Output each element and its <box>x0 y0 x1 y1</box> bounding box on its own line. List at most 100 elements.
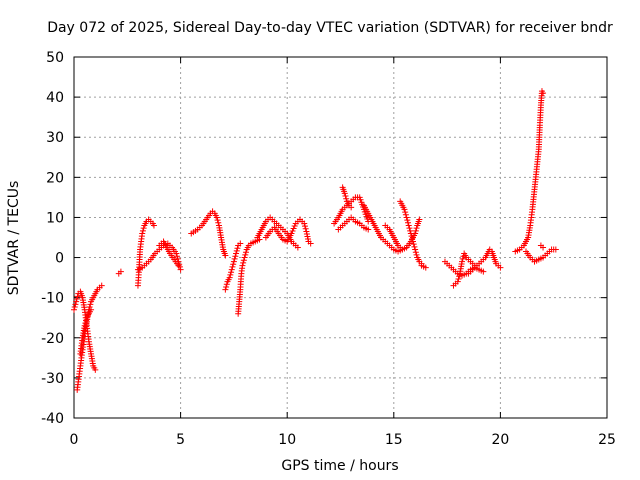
data-point <box>230 258 237 265</box>
data-marks <box>71 88 559 393</box>
data-point <box>291 222 298 229</box>
data-point <box>407 230 414 237</box>
y-tick-label: 0 <box>55 251 64 267</box>
data-point <box>227 271 234 278</box>
data-point <box>413 225 420 232</box>
data-point <box>241 254 248 261</box>
x-tick-label: 10 <box>278 432 296 448</box>
y-tick-label: -30 <box>41 371 64 387</box>
data-point <box>407 227 414 234</box>
data-point <box>412 246 419 253</box>
x-tick-label: 20 <box>491 432 509 448</box>
data-point <box>228 269 235 276</box>
data-point <box>365 226 372 233</box>
x-tick-label: 25 <box>598 432 616 448</box>
data-point <box>411 243 418 250</box>
data-point <box>88 306 95 313</box>
data-point <box>303 228 310 235</box>
data-point <box>223 281 230 288</box>
data-point <box>422 264 429 271</box>
data-point <box>234 245 241 252</box>
y-tick-label: 20 <box>46 170 64 186</box>
data-point <box>307 240 314 247</box>
data-point <box>71 306 77 313</box>
data-point <box>290 225 297 232</box>
data-point <box>215 219 222 226</box>
data-point <box>231 255 238 262</box>
data-point <box>214 217 221 224</box>
data-point <box>73 298 80 305</box>
data-point <box>416 216 423 223</box>
data-point <box>232 253 239 260</box>
data-point <box>552 246 559 253</box>
data-point <box>409 238 416 245</box>
data-point <box>459 258 466 265</box>
plot-frame <box>73 56 608 419</box>
data-point <box>228 266 235 273</box>
data-point <box>403 214 410 221</box>
data-point <box>341 190 348 197</box>
data-point <box>229 263 236 270</box>
data-point <box>140 225 147 232</box>
data-point <box>150 222 157 229</box>
data-point <box>288 230 295 237</box>
y-tick-label: -20 <box>41 331 64 347</box>
data-point <box>139 227 146 234</box>
data-point <box>222 286 229 293</box>
data-point <box>174 253 181 260</box>
data-point <box>230 261 237 268</box>
data-point <box>294 244 301 251</box>
data-point <box>176 263 183 270</box>
data-point <box>409 235 416 242</box>
data-point <box>455 275 462 282</box>
data-point <box>92 366 99 373</box>
x-tick-label: 5 <box>176 432 185 448</box>
data-point <box>301 223 308 230</box>
x-tick-label: 0 <box>70 432 79 448</box>
data-point <box>117 268 124 275</box>
chart-title: Day 072 of 2025, Sidereal Day-to-day VTE… <box>47 20 613 36</box>
data-point <box>410 241 417 248</box>
y-tick-label: 10 <box>46 210 64 226</box>
data-point <box>173 250 180 257</box>
data-point <box>302 225 309 232</box>
data-point <box>402 209 409 216</box>
data-point <box>497 264 504 271</box>
data-point <box>401 206 408 213</box>
data-point <box>71 304 78 311</box>
data-point <box>223 283 230 290</box>
data-point <box>226 274 233 281</box>
data-point <box>456 273 463 280</box>
data-point <box>175 262 182 269</box>
data-point <box>242 249 249 256</box>
data-point <box>303 230 310 237</box>
y-tick-label: 30 <box>46 130 64 146</box>
data-point <box>289 227 296 234</box>
y-tick-label: 40 <box>46 90 64 106</box>
data-point <box>540 90 547 97</box>
data-point <box>239 262 246 269</box>
data-point <box>81 322 88 329</box>
data-point <box>240 257 247 264</box>
y-tick-label: -40 <box>41 411 64 427</box>
data-point <box>406 225 413 232</box>
data-point <box>139 230 146 237</box>
data-point <box>98 282 105 289</box>
data-point <box>233 250 240 257</box>
data-point <box>177 266 184 273</box>
data-point <box>240 259 247 266</box>
data-point <box>233 247 240 254</box>
data-point <box>301 220 308 227</box>
data-point <box>87 301 94 308</box>
x-axis-label: GPS time / hours <box>281 458 398 474</box>
data-point <box>408 233 415 240</box>
x-tick-label: 15 <box>385 432 403 448</box>
data-point <box>74 293 81 300</box>
data-point <box>405 222 412 229</box>
data-point <box>222 252 229 259</box>
data-point <box>304 236 311 243</box>
y-axis-label: SDTVAR / TECUs <box>6 181 22 296</box>
data-point <box>82 320 89 327</box>
y-tick-label: -10 <box>41 291 64 307</box>
data-point <box>348 204 355 211</box>
